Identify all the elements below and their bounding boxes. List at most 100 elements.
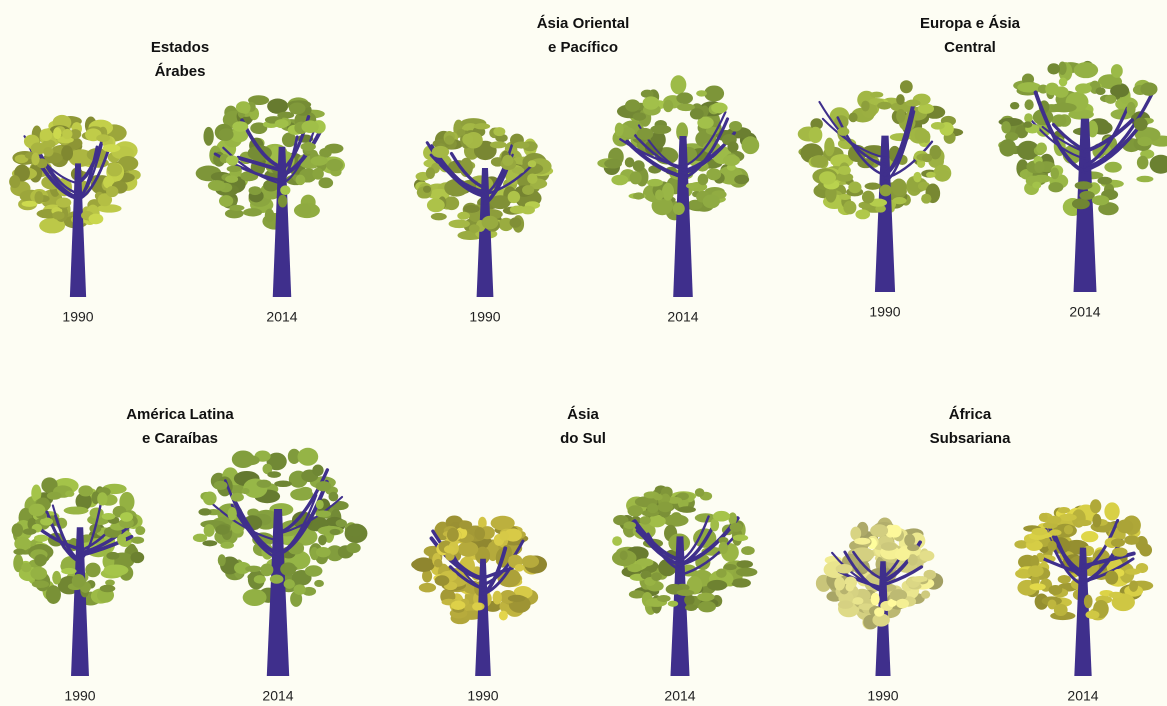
leaf-cluster bbox=[615, 123, 624, 137]
leaf-cluster bbox=[336, 519, 347, 527]
leaf-cluster bbox=[1125, 568, 1141, 574]
leaf-cluster bbox=[703, 195, 720, 209]
leaf-cluster bbox=[881, 542, 897, 551]
leaf-cluster bbox=[870, 92, 883, 98]
leaf-cluster bbox=[1047, 516, 1062, 524]
leaf-cluster bbox=[1111, 64, 1123, 78]
leaf-cluster bbox=[845, 583, 853, 591]
leaf-cluster bbox=[257, 480, 272, 488]
leaf-cluster bbox=[730, 523, 743, 532]
leaf-cluster bbox=[871, 593, 880, 606]
leaf-cluster bbox=[299, 204, 312, 216]
leaf-cluster bbox=[284, 579, 295, 589]
leaf-cluster bbox=[522, 185, 534, 195]
leaf-cluster bbox=[106, 552, 119, 560]
leaf-cluster bbox=[240, 102, 250, 114]
leaf-cluster bbox=[919, 550, 934, 561]
leaf-cluster bbox=[1140, 82, 1157, 96]
leaf-cluster bbox=[315, 510, 331, 517]
leaf-cluster bbox=[522, 555, 539, 568]
leaf-cluster bbox=[117, 534, 126, 545]
leaf-cluster bbox=[52, 211, 64, 220]
leaf-cluster bbox=[1001, 121, 1011, 133]
leaf-cluster bbox=[843, 201, 856, 215]
leaf-cluster bbox=[1112, 547, 1128, 556]
leaf-cluster bbox=[640, 516, 651, 524]
leaf-cluster bbox=[103, 144, 121, 152]
leaf-cluster bbox=[72, 574, 85, 588]
year-label: 2014 bbox=[266, 309, 297, 325]
leaf-cluster bbox=[685, 604, 697, 611]
year-label: 2014 bbox=[1067, 688, 1098, 704]
leaf-cluster bbox=[1137, 137, 1152, 147]
leaf-cluster bbox=[528, 160, 537, 167]
leaf-cluster bbox=[1050, 168, 1059, 180]
leaf-cluster bbox=[836, 564, 853, 573]
leaf-cluster bbox=[100, 585, 116, 592]
tree bbox=[816, 518, 943, 676]
leaf-cluster bbox=[633, 192, 644, 199]
leaf-cluster bbox=[733, 535, 748, 542]
leaf-cluster bbox=[651, 572, 662, 581]
leaf-cluster bbox=[893, 197, 907, 204]
leaf-cluster bbox=[311, 156, 328, 166]
leaf-cluster bbox=[1136, 176, 1153, 183]
leaf-cluster bbox=[275, 119, 289, 128]
leaf-cluster bbox=[229, 205, 244, 211]
leaf-cluster bbox=[1045, 83, 1059, 96]
leaf-cluster bbox=[922, 131, 930, 143]
leaf-cluster bbox=[926, 172, 936, 178]
leaf-cluster bbox=[711, 103, 727, 114]
year-label: 2014 bbox=[1069, 304, 1100, 320]
panel-title: e Pacífico bbox=[548, 39, 618, 56]
leaf-cluster bbox=[704, 85, 724, 101]
leaf-cluster bbox=[527, 174, 538, 184]
leaf-cluster bbox=[457, 212, 470, 220]
leaf-cluster bbox=[40, 129, 53, 141]
leaf-cluster bbox=[630, 171, 642, 184]
leaf-cluster bbox=[56, 197, 71, 207]
leaf-cluster bbox=[243, 208, 262, 216]
leaf-cluster bbox=[120, 512, 133, 522]
leaf-cluster bbox=[203, 127, 213, 146]
leaf-cluster bbox=[627, 564, 642, 572]
leaf-cluster bbox=[346, 543, 360, 553]
leaf-cluster bbox=[300, 142, 315, 151]
panel-title: Ásia bbox=[567, 406, 599, 423]
panel-title: África bbox=[949, 406, 992, 423]
leaf-cluster bbox=[513, 142, 529, 149]
leaf-cluster bbox=[62, 129, 72, 139]
leaf-cluster bbox=[9, 175, 20, 188]
leaf-cluster bbox=[219, 128, 234, 141]
leaf-cluster bbox=[34, 191, 43, 204]
leaf-cluster bbox=[809, 127, 823, 143]
leaf-cluster bbox=[297, 448, 318, 466]
leaf-cluster bbox=[451, 601, 465, 610]
leaf-cluster bbox=[668, 601, 678, 607]
leaf-cluster bbox=[228, 507, 237, 520]
tree bbox=[12, 477, 146, 676]
leaf-cluster bbox=[445, 135, 455, 144]
leaf-cluster bbox=[1032, 182, 1041, 189]
leaf-cluster bbox=[231, 493, 244, 502]
leaf-cluster bbox=[1048, 541, 1057, 551]
leaf-cluster bbox=[241, 488, 249, 494]
panel: EstadosÁrabes19902014 bbox=[9, 39, 345, 325]
leaf-cluster bbox=[1090, 499, 1101, 513]
year-label: 2014 bbox=[664, 688, 695, 704]
leaf-cluster bbox=[877, 102, 892, 110]
leaf-cluster bbox=[1036, 143, 1047, 154]
leaf-cluster bbox=[459, 520, 472, 529]
leaf-cluster bbox=[218, 554, 226, 566]
leaf-cluster bbox=[1137, 156, 1149, 170]
leaf-cluster bbox=[267, 99, 288, 114]
leaf-cluster bbox=[305, 565, 323, 576]
leaf-cluster bbox=[1058, 575, 1071, 584]
year-label: 1990 bbox=[469, 309, 500, 325]
leaf-cluster bbox=[655, 190, 664, 201]
leaf-cluster bbox=[900, 80, 913, 93]
leaf-cluster bbox=[204, 524, 215, 537]
leaf-cluster bbox=[1030, 583, 1046, 590]
leaf-cluster bbox=[432, 146, 449, 158]
leaf-cluster bbox=[65, 491, 74, 497]
